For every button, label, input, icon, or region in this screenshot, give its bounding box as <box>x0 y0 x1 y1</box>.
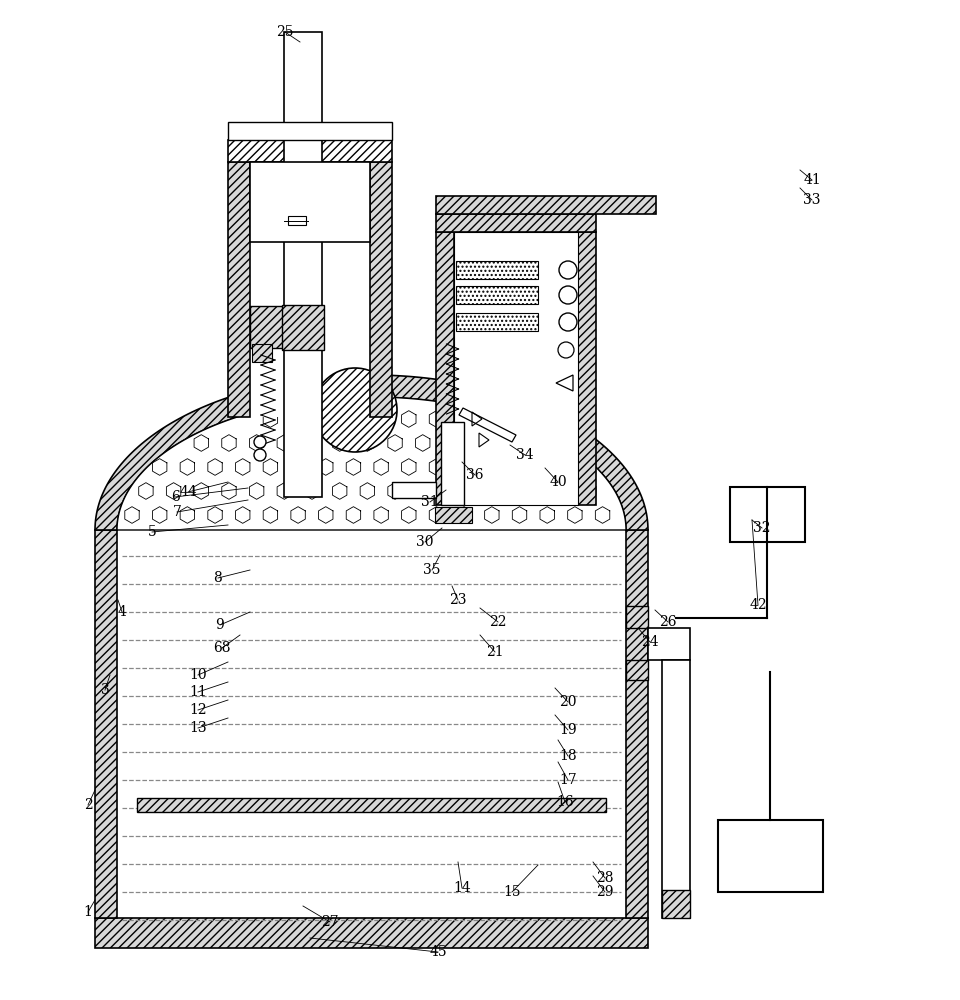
Polygon shape <box>95 375 648 530</box>
Text: 35: 35 <box>423 563 441 577</box>
Polygon shape <box>117 397 626 530</box>
Polygon shape <box>459 408 516 442</box>
Text: 3: 3 <box>101 683 109 697</box>
Bar <box>137 798 606 812</box>
Bar <box>282 305 324 350</box>
Text: 4: 4 <box>117 605 127 619</box>
Text: 10: 10 <box>189 668 206 682</box>
Bar <box>95 530 117 918</box>
Text: 20: 20 <box>560 695 577 709</box>
Bar <box>252 344 272 362</box>
Bar <box>95 918 648 948</box>
Bar <box>250 162 370 242</box>
Text: 28: 28 <box>596 871 613 885</box>
Circle shape <box>558 342 574 358</box>
Circle shape <box>559 286 577 304</box>
Text: 33: 33 <box>804 193 821 207</box>
Bar <box>228 122 392 140</box>
Circle shape <box>559 313 577 331</box>
Text: 13: 13 <box>189 721 206 735</box>
Bar <box>662 890 690 918</box>
Bar <box>626 660 648 680</box>
Bar <box>456 261 538 279</box>
Bar <box>626 530 648 918</box>
Bar <box>436 196 656 214</box>
Bar <box>456 286 538 304</box>
Text: 21: 21 <box>486 645 504 659</box>
Text: 68: 68 <box>213 641 230 655</box>
Text: 41: 41 <box>804 173 821 187</box>
Bar <box>441 422 464 505</box>
Text: 24: 24 <box>641 635 659 649</box>
Bar <box>436 232 454 505</box>
Text: 27: 27 <box>322 915 339 929</box>
Bar <box>730 487 805 542</box>
Text: 8: 8 <box>214 571 223 585</box>
Text: 32: 32 <box>754 521 771 535</box>
Text: 42: 42 <box>749 598 767 612</box>
Text: 34: 34 <box>516 448 534 462</box>
Circle shape <box>313 368 397 452</box>
Text: 6: 6 <box>171 490 180 504</box>
Bar <box>284 140 322 497</box>
Text: 19: 19 <box>559 723 577 737</box>
Text: 15: 15 <box>503 885 521 899</box>
Polygon shape <box>556 375 573 391</box>
Bar <box>662 660 690 918</box>
Bar <box>626 606 648 628</box>
Text: 12: 12 <box>189 703 206 717</box>
Text: 23: 23 <box>449 593 467 607</box>
Bar <box>250 306 300 348</box>
Text: 16: 16 <box>556 795 574 809</box>
Bar <box>228 162 250 417</box>
Bar <box>284 32 322 140</box>
Text: 45: 45 <box>429 945 446 959</box>
Text: 7: 7 <box>173 505 181 519</box>
Bar <box>370 162 392 417</box>
Bar <box>250 162 370 417</box>
Text: 14: 14 <box>453 881 470 895</box>
Text: 26: 26 <box>660 615 677 629</box>
Bar <box>288 216 306 225</box>
Text: 31: 31 <box>421 495 439 509</box>
Bar <box>228 140 392 162</box>
Bar <box>435 507 472 523</box>
Text: 30: 30 <box>417 535 434 549</box>
Text: 5: 5 <box>148 525 156 539</box>
Text: 25: 25 <box>276 25 294 39</box>
Bar <box>578 232 596 505</box>
Circle shape <box>254 436 266 448</box>
Text: 29: 29 <box>596 885 613 899</box>
Text: 22: 22 <box>490 615 507 629</box>
Circle shape <box>559 261 577 279</box>
Text: 36: 36 <box>467 468 484 482</box>
Text: 11: 11 <box>189 685 206 699</box>
Text: 17: 17 <box>559 773 577 787</box>
Text: 9: 9 <box>216 618 225 632</box>
Bar <box>454 232 578 505</box>
Bar <box>718 820 823 892</box>
Text: 44: 44 <box>180 485 197 499</box>
Text: 2: 2 <box>84 798 92 812</box>
Text: 18: 18 <box>559 749 577 763</box>
Bar <box>392 482 436 498</box>
Bar <box>648 628 690 660</box>
Text: 1: 1 <box>84 905 92 919</box>
Circle shape <box>254 449 266 461</box>
Bar <box>456 313 538 331</box>
Text: 40: 40 <box>549 475 566 489</box>
Bar <box>436 214 596 232</box>
